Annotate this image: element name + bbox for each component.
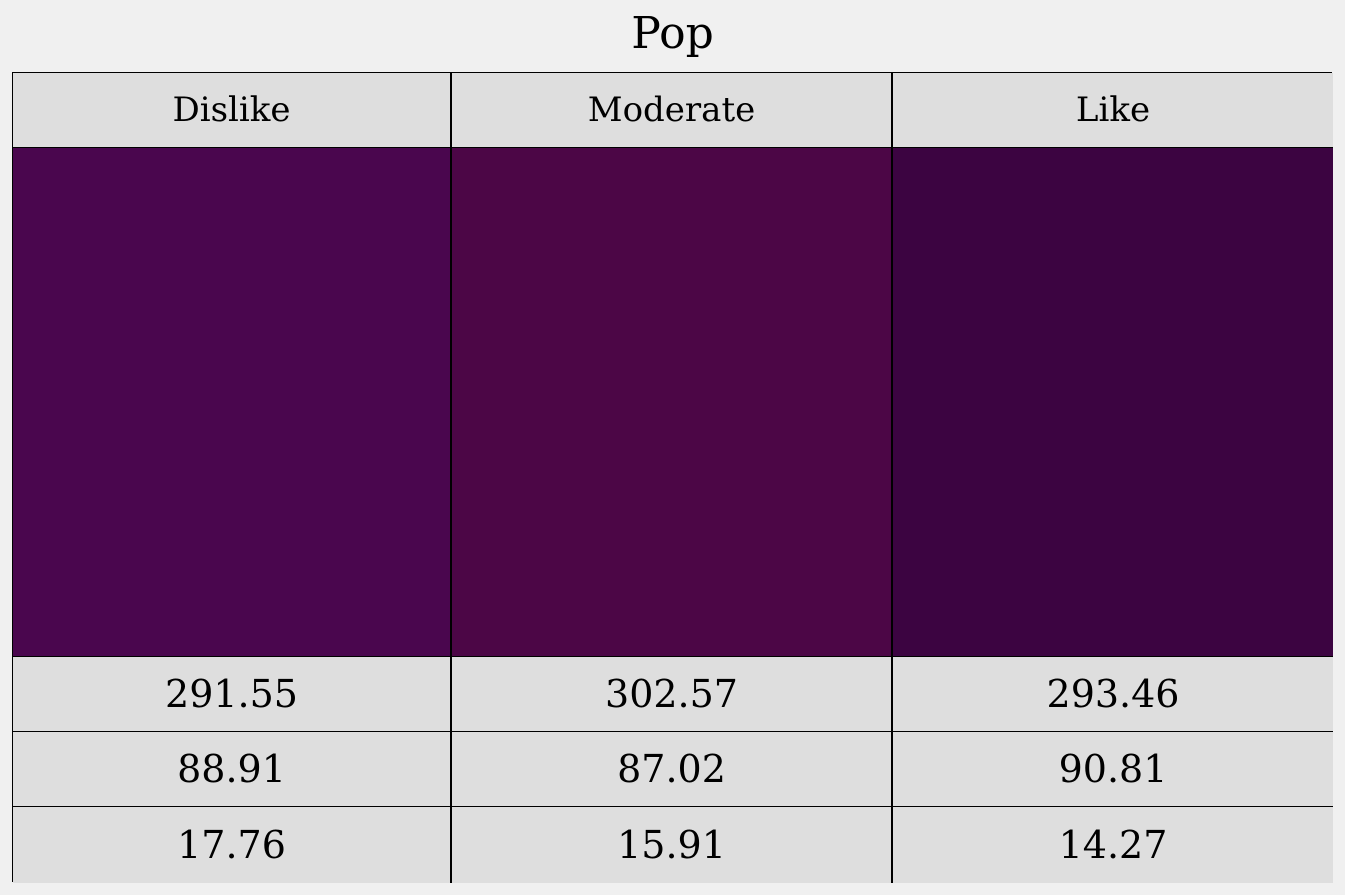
color-swatch-moderate — [452, 148, 893, 657]
column-header-moderate: Moderate — [452, 73, 893, 148]
color-swatch-like — [893, 148, 1333, 657]
color-swatch-dislike — [13, 148, 452, 657]
value-cell: 90.81 — [893, 732, 1333, 807]
value-cell: 15.91 — [452, 807, 893, 883]
value-cell: 14.27 — [893, 807, 1333, 883]
value-cell: 293.46 — [893, 657, 1333, 732]
value-cell: 291.55 — [13, 657, 452, 732]
column-header-dislike: Dislike — [13, 73, 452, 148]
color-table: Dislike Moderate Like 291.55 302.57 293.… — [12, 72, 1333, 883]
value-cell: 87.02 — [452, 732, 893, 807]
column-header-like: Like — [893, 73, 1333, 148]
chart-title: Pop — [631, 8, 714, 59]
value-cell: 17.76 — [13, 807, 452, 883]
value-cell: 88.91 — [13, 732, 452, 807]
value-cell: 302.57 — [452, 657, 893, 732]
